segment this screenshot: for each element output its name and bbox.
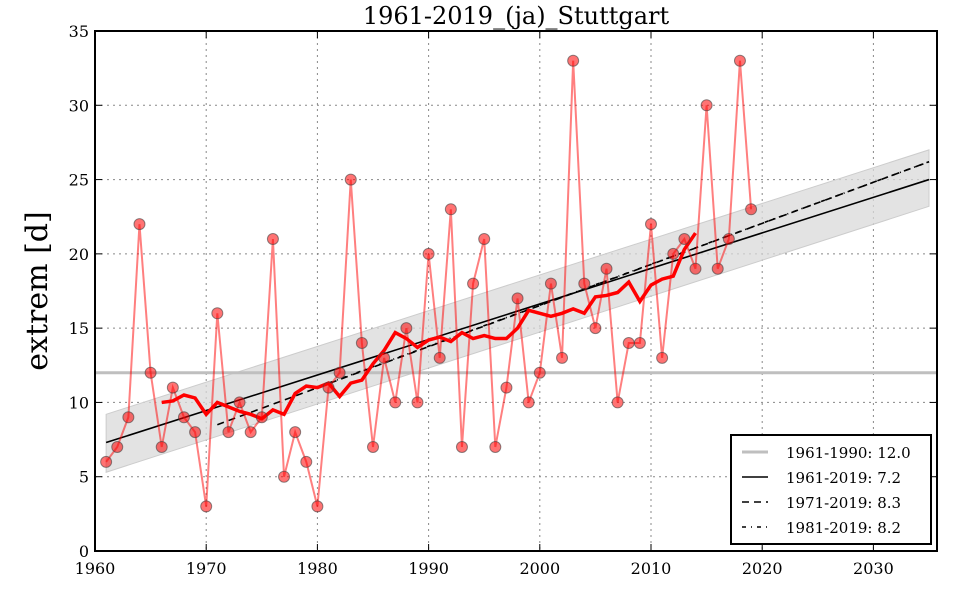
running-mean-line: [161, 232, 697, 421]
data-point: [411, 396, 424, 409]
x-tick-label: 2030: [853, 559, 894, 578]
data-point: [455, 441, 468, 453]
plot-area: 1960 1970 1980 1990 2000 2010 2020 203005101520…: [69, 22, 938, 578]
y-tick-label: 25: [69, 171, 89, 190]
y-tick-label: 5: [79, 468, 89, 487]
axes-frame: [94, 30, 938, 552]
trend-line-solid: [105, 178, 930, 444]
data-point: [611, 396, 624, 409]
data-point: [378, 351, 391, 364]
y-tick-label: 10: [69, 393, 89, 412]
data-point: [533, 366, 546, 379]
y-tick-label: 35: [69, 22, 89, 41]
data-point: [367, 441, 379, 453]
data-point: [567, 54, 580, 67]
data-point: [722, 233, 735, 245]
data-point: [111, 441, 124, 453]
data-point: [633, 337, 646, 349]
data-point: [133, 218, 146, 231]
data-point: [433, 351, 446, 364]
x-tick-label: 2000: [519, 559, 560, 578]
data-point: [511, 292, 524, 305]
data-point: [244, 426, 257, 439]
chart-title: 1961-2019_(ja)_Stuttgart: [363, 2, 670, 30]
data-point: [166, 381, 179, 394]
x-tick-label: 1980: [297, 559, 338, 578]
data-point: [311, 500, 324, 513]
data-point: [711, 262, 724, 275]
data-point: [700, 99, 713, 112]
x-tick-label: 1970: [186, 559, 227, 578]
data-point: [478, 233, 491, 245]
data-point: [122, 411, 135, 424]
data-point: [678, 233, 691, 245]
data-point: [233, 396, 246, 409]
x-tick-label: 2010: [631, 559, 672, 578]
data-point: [656, 351, 669, 364]
data-point: [155, 441, 168, 453]
data-point: [500, 381, 513, 394]
data-point: [578, 277, 591, 290]
trend-line-dashed: [217, 160, 930, 426]
data-point: [200, 500, 213, 513]
data-point: [400, 322, 413, 335]
data-point: [467, 277, 480, 290]
data-point: [255, 411, 268, 424]
trend-line-dotted: [328, 160, 930, 384]
data-point: [600, 262, 613, 275]
data-point: [333, 366, 346, 379]
legend-label-trend-1961: 1961-2019: 7.2: [786, 469, 901, 487]
data-point: [667, 247, 680, 260]
data-point: [189, 426, 202, 439]
data-point: [444, 203, 457, 216]
legend-label-trend-1971: 1971-2019: 8.3: [786, 494, 901, 512]
data-point: [177, 411, 190, 424]
legend-label-baseline: 1961-1990: 12.0: [786, 444, 911, 462]
data-point: [489, 441, 502, 453]
data-point: [300, 455, 313, 468]
legend: 1961-1990: 12.0 1961-2019: 7.2 1971-2019…: [730, 434, 932, 545]
data-point: [100, 455, 113, 468]
x-tick-label: 2020: [742, 559, 783, 578]
x-tick-label: 1990: [408, 559, 449, 578]
data-point: [745, 203, 758, 216]
x-tick-label: 1960: [75, 559, 116, 578]
legend-label-trend-1981: 1981-2019: 8.2: [786, 519, 901, 537]
data-point: [222, 426, 235, 439]
data-point: [266, 233, 279, 245]
data-point: [645, 218, 657, 231]
data-point: [289, 426, 302, 439]
data-point: [544, 277, 557, 290]
data-point: [733, 54, 746, 67]
data-point: [589, 322, 602, 335]
data-point: [278, 470, 291, 483]
data-point: [344, 173, 357, 186]
y-tick-label: 15: [69, 319, 89, 338]
data-point: [622, 337, 635, 349]
y-axis-label: extrem [d]: [20, 211, 55, 370]
data-point: [689, 262, 702, 275]
data-point: [211, 307, 224, 320]
data-point: [322, 381, 335, 394]
data-point: [389, 396, 402, 409]
data-point: [522, 396, 535, 409]
data-point: [556, 351, 569, 364]
data-point: [144, 366, 157, 379]
y-tick-label: 20: [69, 245, 89, 264]
data-point: [422, 247, 435, 260]
y-tick-label: 30: [69, 96, 89, 115]
data-point: [355, 337, 368, 349]
y-tick-label: 0: [79, 542, 89, 561]
